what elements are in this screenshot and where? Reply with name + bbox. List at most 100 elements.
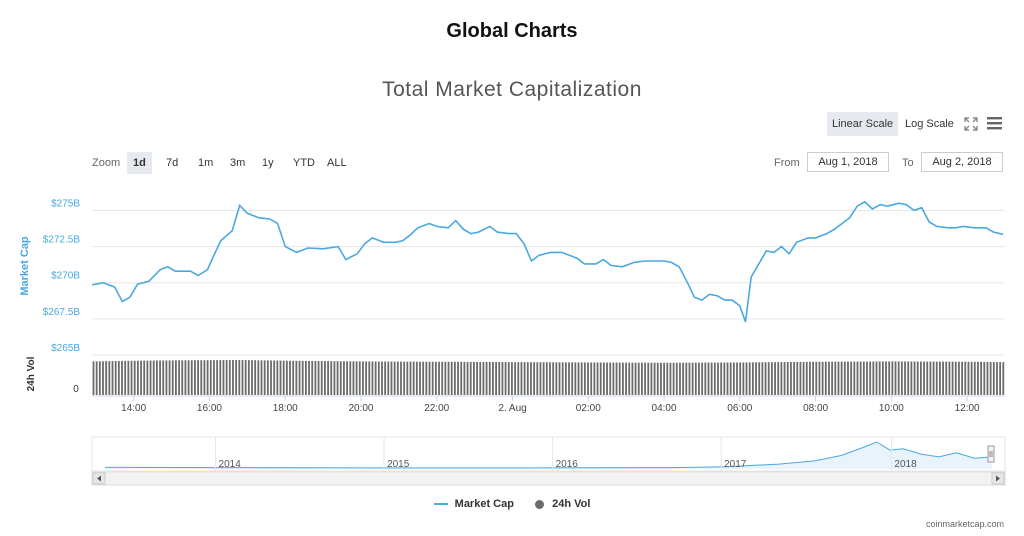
volume-bar	[783, 362, 786, 395]
zoom-button-all[interactable]: ALL	[327, 157, 347, 169]
volume-bar	[653, 362, 656, 395]
volume-bar	[723, 362, 726, 395]
volume-bar	[374, 361, 377, 395]
x-tick-label: 08:00	[803, 403, 828, 414]
volume-bar	[203, 360, 206, 395]
linear-scale-button[interactable]: Linear Scale	[827, 112, 899, 136]
volume-bar	[828, 361, 830, 395]
scroll-right-button[interactable]	[991, 472, 1005, 485]
volume-bar	[840, 361, 843, 395]
volume-bar	[244, 360, 247, 395]
volume-bar	[324, 361, 326, 395]
zoom-label: Zoom	[92, 157, 121, 169]
legend-dot-marker	[535, 499, 545, 509]
volume-bar	[793, 361, 795, 395]
volume-bar	[327, 361, 329, 395]
volume-bar	[742, 362, 745, 395]
volume-bar	[371, 361, 374, 395]
volume-bar	[558, 362, 561, 395]
volume-bar	[105, 361, 108, 395]
volume-bar	[818, 361, 821, 395]
volume-bar	[289, 360, 291, 395]
volume-bar	[136, 360, 139, 395]
to-date-input[interactable]	[921, 152, 1003, 172]
volume-bar	[824, 361, 827, 395]
fullscreen-icon[interactable]	[963, 116, 979, 132]
volume-bar	[650, 362, 653, 395]
zoom-button-1m[interactable]: 1m	[198, 157, 214, 169]
volume-bar	[479, 361, 482, 395]
volume-bar	[273, 360, 276, 395]
volume-bar	[209, 360, 212, 395]
menu-icon[interactable]	[986, 115, 1003, 131]
volume-bar	[178, 360, 180, 395]
volume-bar	[362, 361, 364, 395]
volume-bar	[393, 361, 396, 395]
volume-bar	[406, 361, 409, 395]
volume-bar	[317, 361, 320, 395]
volume-bar	[396, 361, 399, 395]
volume-bar	[691, 362, 694, 395]
volume-bar	[729, 362, 732, 395]
volume-bar	[568, 362, 570, 395]
navigator-handle[interactable]	[987, 445, 995, 463]
zoom-button-7d[interactable]: 7d	[166, 157, 179, 169]
volume-bar	[720, 362, 723, 395]
legend-item-volume[interactable]: 24h Vol	[535, 498, 590, 510]
volume-bar	[108, 361, 111, 395]
volume-bar	[507, 362, 510, 395]
volume-bar	[263, 360, 266, 395]
volume-bar	[701, 362, 704, 395]
volume-bar	[587, 362, 589, 395]
volume-bar	[171, 360, 174, 395]
volume-bar	[114, 361, 117, 395]
volume-bar	[862, 361, 865, 395]
legend-item-market-cap[interactable]: Market Cap	[433, 498, 517, 510]
volume-bar	[637, 362, 640, 395]
zoom-button-1y[interactable]: 1y	[262, 157, 274, 169]
log-scale-button[interactable]: Log Scale	[905, 118, 954, 130]
volume-bar	[539, 362, 542, 395]
credit-text[interactable]: coinmarketcap.com	[925, 519, 1004, 529]
volume-bar	[555, 362, 558, 395]
volume-bar	[140, 360, 142, 395]
volume-bar	[387, 361, 390, 395]
volume-bar	[197, 360, 199, 395]
volume-bar	[336, 361, 339, 395]
volume-bar	[514, 362, 517, 395]
volume-bar	[121, 360, 123, 395]
x-tick-label: 02:00	[576, 403, 601, 414]
x-tick-label: 06:00	[727, 403, 752, 414]
volume-bar	[415, 361, 418, 395]
volume-bar	[447, 361, 450, 395]
volume-axis-zero: 0	[73, 384, 79, 395]
volume-bar	[755, 362, 757, 395]
chart-title: Total Market Capitalization	[382, 78, 642, 101]
navigator-panel[interactable]	[91, 436, 1006, 472]
volume-bar	[333, 361, 336, 395]
volume-bar	[450, 361, 453, 395]
from-date-input[interactable]	[807, 152, 889, 172]
volume-bar	[165, 360, 168, 395]
y-axis-label: Market Cap	[19, 236, 31, 296]
zoom-button-1d[interactable]: 1d	[127, 152, 152, 174]
volume-bar	[910, 361, 913, 395]
volume-bar	[175, 360, 177, 395]
volume-bar	[200, 360, 203, 395]
volume-bar	[583, 362, 586, 395]
volume-bar	[285, 360, 288, 395]
volume-bar	[964, 361, 967, 395]
volume-bar	[644, 362, 646, 395]
zoom-button-ytd[interactable]: YTD	[293, 157, 315, 169]
volume-bar	[809, 361, 811, 395]
volume-bar	[615, 362, 618, 395]
volume-bar	[913, 361, 916, 395]
volume-bar	[631, 362, 634, 395]
zoom-button-3m[interactable]: 3m	[230, 157, 246, 169]
legend: Market Cap 24h Vol	[0, 498, 1024, 510]
navigator-scrollbar[interactable]	[91, 471, 1006, 486]
volume-bar	[682, 362, 685, 395]
volume-bar	[888, 361, 891, 395]
volume-bar	[561, 362, 564, 395]
scroll-left-button[interactable]	[92, 472, 106, 485]
